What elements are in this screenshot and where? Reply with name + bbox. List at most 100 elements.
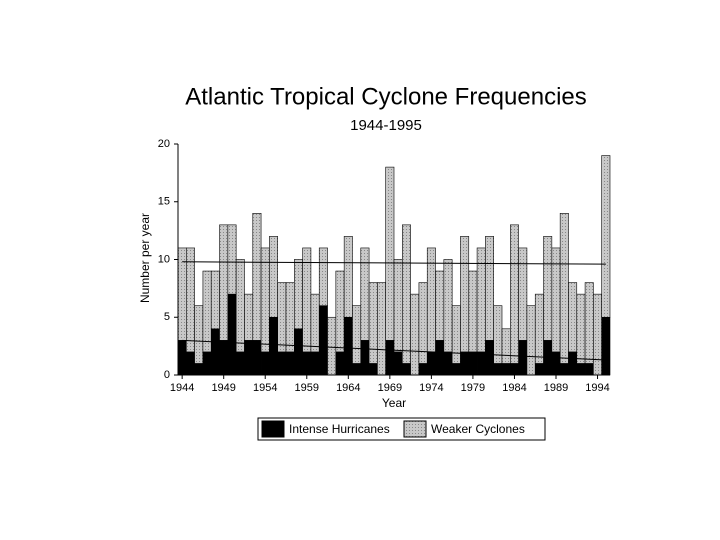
bar-segment xyxy=(219,224,229,341)
bar-segment xyxy=(343,236,353,318)
bar-segment xyxy=(410,293,420,376)
bar-segment xyxy=(534,363,544,376)
bar-segment xyxy=(269,316,278,376)
bar-segment xyxy=(468,270,478,353)
bar-segment xyxy=(385,166,395,341)
bar-segment xyxy=(518,247,528,341)
bar-segment xyxy=(543,236,553,341)
bar-segment xyxy=(235,259,245,353)
bar-segment xyxy=(593,293,602,376)
x-tick-label: 1984 xyxy=(502,382,526,394)
x-tick-label: 1944 xyxy=(170,382,194,394)
bar-segment xyxy=(327,316,337,376)
bar-segment xyxy=(186,247,195,353)
bar-segment xyxy=(360,340,370,376)
bar-segment xyxy=(227,224,237,295)
bar-segment xyxy=(485,236,494,341)
bar-segment xyxy=(584,363,594,376)
bar-segment xyxy=(393,259,403,353)
bar-segment xyxy=(510,363,519,376)
bar-segment xyxy=(310,351,320,376)
bar-segment xyxy=(244,340,254,376)
bar-segment xyxy=(269,236,278,318)
bar-segment xyxy=(186,351,195,376)
bar-segment xyxy=(210,328,220,376)
bar-segment xyxy=(559,363,569,376)
bar-segment xyxy=(285,282,295,353)
x-tick-label: 1949 xyxy=(211,382,235,394)
bar-segment xyxy=(435,270,445,341)
bar-segment xyxy=(302,351,312,376)
bar-segment xyxy=(426,351,436,376)
x-tick-label: 1979 xyxy=(461,382,485,394)
bar-segment xyxy=(443,259,453,353)
bar-segment xyxy=(244,293,254,341)
y-tick-label: 0 xyxy=(164,369,170,381)
bar-segment xyxy=(202,270,212,353)
bar-segment xyxy=(294,259,303,330)
bar-segment xyxy=(219,340,229,376)
bar-segment xyxy=(460,351,470,376)
bar-segment xyxy=(451,305,461,364)
bar-segment xyxy=(402,363,411,376)
bar-segment xyxy=(576,363,586,376)
bar-segment xyxy=(377,282,386,376)
bar-segment xyxy=(194,363,204,376)
bar-segment xyxy=(568,282,578,353)
bar-segment xyxy=(252,340,262,376)
x-tick-label: 1954 xyxy=(253,382,277,394)
bar-segment xyxy=(501,363,511,376)
bar-segment xyxy=(443,351,453,376)
bar-segment xyxy=(294,328,303,376)
x-tick-label: 1969 xyxy=(378,382,402,394)
x-tick-label: 1994 xyxy=(585,382,609,394)
bar-segment xyxy=(235,351,245,376)
legend-swatch xyxy=(403,420,427,438)
bar-segment xyxy=(352,305,362,364)
x-tick-label: 1959 xyxy=(295,382,319,394)
x-axis-label: Year xyxy=(382,396,406,410)
y-tick-label: 20 xyxy=(158,138,170,150)
bar-segment xyxy=(559,213,569,364)
bar-segment xyxy=(493,363,503,376)
bar-segment xyxy=(368,282,378,364)
bar-segment xyxy=(335,351,345,376)
bar-segment xyxy=(510,224,519,364)
bar-segment xyxy=(551,351,561,376)
y-tick-label: 5 xyxy=(164,311,170,323)
bar-segment xyxy=(518,340,528,376)
bar-segment xyxy=(277,282,287,353)
x-tick-label: 1974 xyxy=(419,382,443,394)
bar-segment xyxy=(210,270,220,330)
bar-segment xyxy=(584,282,594,364)
bar-segment xyxy=(227,293,237,376)
bar-segment xyxy=(385,340,395,376)
bar-segment xyxy=(485,340,494,376)
legend-box xyxy=(257,417,546,441)
bar-segment xyxy=(194,305,204,364)
bar-segment xyxy=(310,293,320,353)
bar-segment xyxy=(534,293,544,364)
bar-segment xyxy=(402,224,411,364)
bar-segment xyxy=(601,316,611,376)
bar-segment xyxy=(576,293,586,364)
bar-segment xyxy=(177,340,187,376)
bar-segment xyxy=(343,316,353,376)
bar-segment xyxy=(318,305,328,376)
y-tick-label: 15 xyxy=(158,196,170,208)
chart-title: Atlantic Tropical Cyclone Frequencies xyxy=(185,83,587,110)
legend-swatch xyxy=(261,420,285,438)
bar-segment xyxy=(526,305,536,376)
x-tick-label: 1989 xyxy=(544,382,568,394)
chart-subtitle: 1944-1995 xyxy=(350,117,422,134)
bar-segment xyxy=(476,351,486,376)
y-axis-label: Number per year xyxy=(138,213,152,303)
bar-segment xyxy=(352,363,362,376)
x-tick-label: 1964 xyxy=(336,382,360,394)
trend-line xyxy=(182,261,606,265)
legend-label: Weaker Cyclones xyxy=(431,422,525,436)
bar-segment xyxy=(285,351,295,376)
bar-segment xyxy=(252,213,262,341)
bar-segment xyxy=(318,247,328,306)
